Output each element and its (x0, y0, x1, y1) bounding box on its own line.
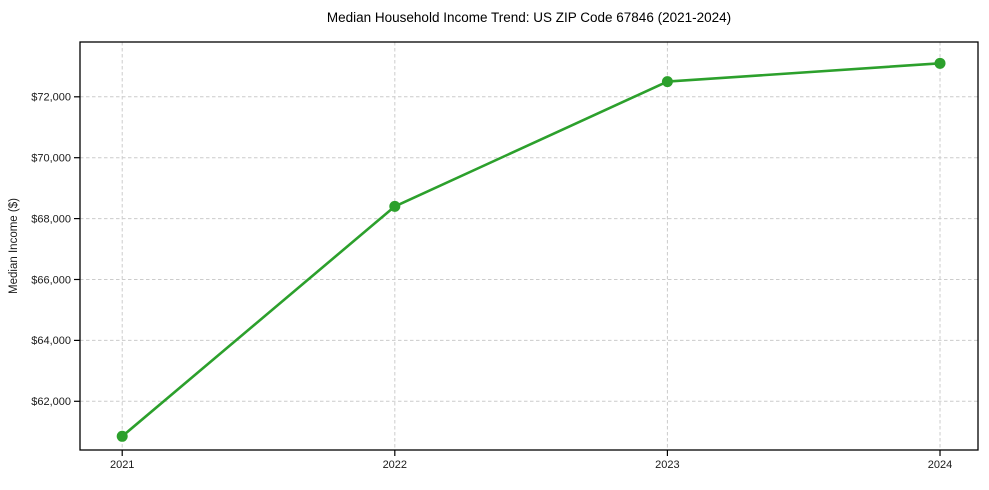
y-tick-label: $72,000 (31, 92, 71, 104)
plot-border (79, 41, 979, 451)
chart-title: Median Household Income Trend: US ZIP Co… (326, 10, 732, 25)
y-tick-label: $70,000 (31, 153, 71, 165)
data-point-2022 (389, 200, 401, 212)
data-point-2024 (934, 57, 946, 69)
y-tick-label: $64,000 (31, 335, 71, 347)
x-tick-label: 2023 (655, 459, 679, 471)
x-tick-label: 2024 (928, 459, 952, 471)
data-point-2021 (116, 430, 128, 442)
data-point-2023 (661, 76, 673, 88)
x-tick-label: 2022 (383, 459, 407, 471)
x-tick-label: 2021 (110, 459, 134, 471)
y-tick-label: $66,000 (31, 274, 71, 286)
trend-line (120, 62, 942, 438)
y-tick-label: $68,000 (31, 213, 71, 225)
y-tick-label: $62,000 (31, 396, 71, 408)
